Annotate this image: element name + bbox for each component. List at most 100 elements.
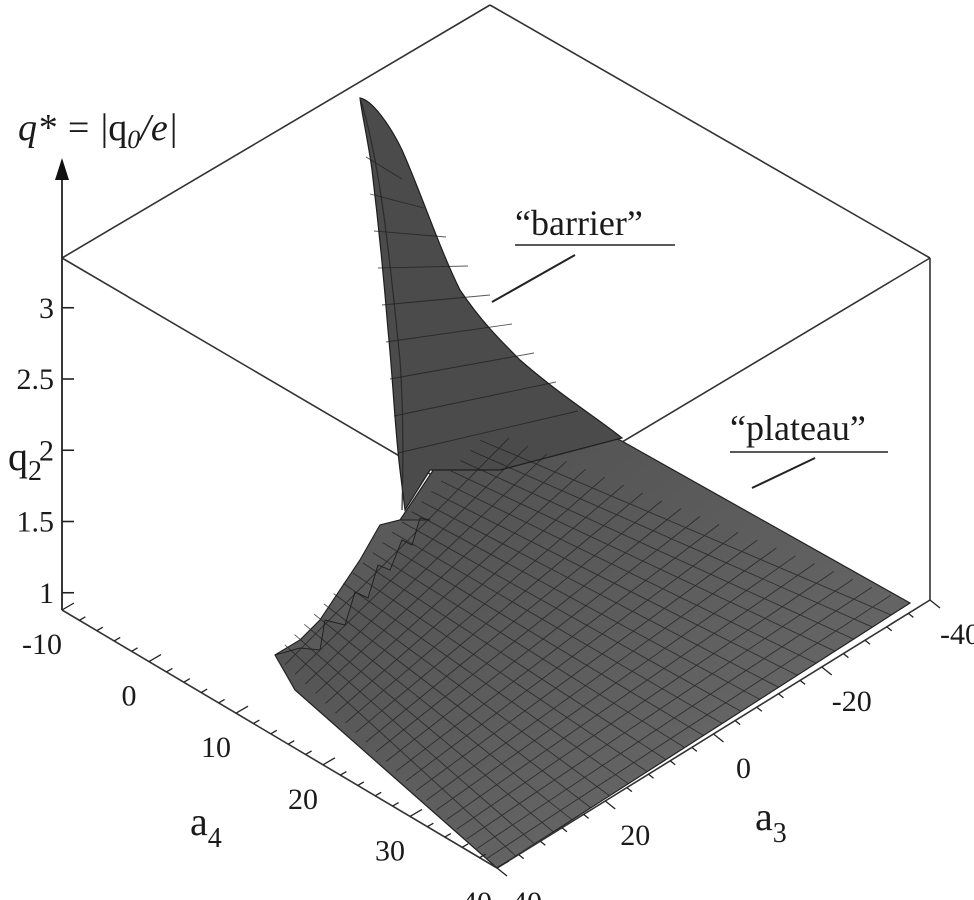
a3-tick [734, 720, 741, 726]
mesh-line [392, 531, 723, 724]
a3-tick [907, 612, 914, 618]
a4-tick [479, 853, 486, 859]
mesh-line-barrier [389, 352, 535, 380]
surface-barrier [359, 97, 624, 512]
a3-tick [583, 813, 590, 819]
a4-tick [253, 719, 260, 725]
a4-tick [392, 802, 399, 807]
mesh-line-barrier [385, 323, 513, 343]
a3-tick [886, 626, 893, 632]
mesh-line [382, 542, 704, 736]
mesh-line [416, 539, 758, 791]
box-top-right-edge [489, 4, 931, 259]
annotation-barrier-pointer [491, 254, 576, 303]
a4-tick [270, 729, 278, 735]
a4-tick [409, 808, 423, 817]
mesh-line [476, 586, 873, 850]
a3-tick [821, 666, 833, 676]
a3-tick [799, 679, 806, 685]
mesh-line [436, 555, 796, 811]
a3-tick-label: 0 [736, 752, 751, 785]
a4-tick [461, 843, 469, 848]
mesh-line-barrier [381, 294, 491, 306]
z-axis-arrow [55, 158, 69, 180]
mesh-line [486, 594, 892, 859]
z-tick-label: 1.5 [17, 506, 55, 539]
box-front-left-edge [61, 609, 498, 869]
mesh-line [460, 460, 854, 640]
mesh-line [431, 490, 798, 676]
mesh-line-barrier [377, 265, 469, 269]
a4-tick [322, 757, 336, 766]
vertical-axis-title: q* = |q0/e| [18, 107, 178, 154]
mesh-line [421, 501, 779, 688]
a3-tick [929, 599, 941, 609]
mesh-line [480, 439, 892, 616]
mesh-line-barrier [393, 381, 557, 417]
a4-tick [96, 626, 104, 632]
a4-tick [113, 636, 121, 642]
a3-tick [518, 854, 525, 860]
z-axis-label: q2 [8, 434, 42, 487]
a3-tick [648, 773, 654, 779]
surface-plateau [274, 399, 912, 869]
a3-tick [626, 787, 633, 793]
a3-tick [713, 733, 724, 743]
z-tick-label: 1 [39, 577, 54, 610]
a3-tick [539, 840, 546, 846]
a3-tick [604, 800, 616, 810]
a4-tick [496, 860, 510, 869]
a4-tick [235, 705, 249, 714]
a4-tick [131, 647, 138, 652]
a4-tick-label: 40 [462, 886, 492, 900]
a4-tick-label: 30 [375, 834, 405, 867]
a4-tick [357, 781, 365, 787]
a3-axis: -40 -20 0 20 40 [496, 599, 974, 900]
surface [274, 97, 912, 869]
a3-tick-label: 20 [620, 819, 650, 852]
a3-tick [864, 639, 871, 645]
annotation-barrier: “barrier” [491, 203, 675, 303]
a4-axis: -10 0 10 20 30 40 [22, 602, 510, 900]
annotation-plateau: “plateau” [730, 408, 888, 489]
a4-tick [218, 698, 225, 704]
a3-axis-label: a3 [755, 794, 787, 849]
a3-tick [842, 653, 849, 659]
a4-tick [340, 771, 347, 776]
mesh-line [440, 480, 817, 664]
a4-tick [166, 667, 173, 673]
a4-axis-label: a4 [190, 799, 222, 854]
mesh-line [401, 521, 742, 712]
vertical-axis: q* = |q0/e| 1 1.5 2 2.5 3 q2 [8, 107, 178, 610]
a4-tick [444, 832, 452, 838]
a4-tick [61, 602, 75, 611]
a4-tick [287, 740, 295, 745]
a3-tick [756, 706, 763, 712]
a4-tick [183, 678, 191, 683]
a4-tick-label: 20 [288, 783, 318, 816]
a4-tick [427, 822, 434, 828]
a4-tick-label: 0 [122, 680, 137, 713]
mesh-line [426, 547, 777, 801]
box-top-left-edge [61, 4, 491, 259]
a4-tick [148, 654, 162, 663]
a3-tick [669, 760, 676, 766]
mesh-line-barrier [373, 230, 447, 238]
mesh-line-barrier [365, 156, 403, 180]
a4-tick [305, 750, 312, 756]
mesh-line [450, 470, 836, 652]
a3-tick [691, 746, 698, 752]
mesh-line-barrier [369, 193, 425, 209]
z-tick-label: 3 [39, 292, 54, 325]
mesh-line-barrier [397, 410, 579, 454]
a3-tick-label: 40 [512, 886, 542, 900]
mesh-line [411, 511, 761, 700]
z-tick-label: 2.5 [17, 363, 55, 396]
annotation-plateau-text: “plateau” [730, 408, 866, 448]
a3-tick-label: -20 [832, 685, 872, 718]
mesh-line [466, 579, 853, 840]
a3-tick [496, 867, 508, 877]
mesh-line [405, 531, 739, 782]
a4-tick-label: 10 [201, 731, 231, 764]
